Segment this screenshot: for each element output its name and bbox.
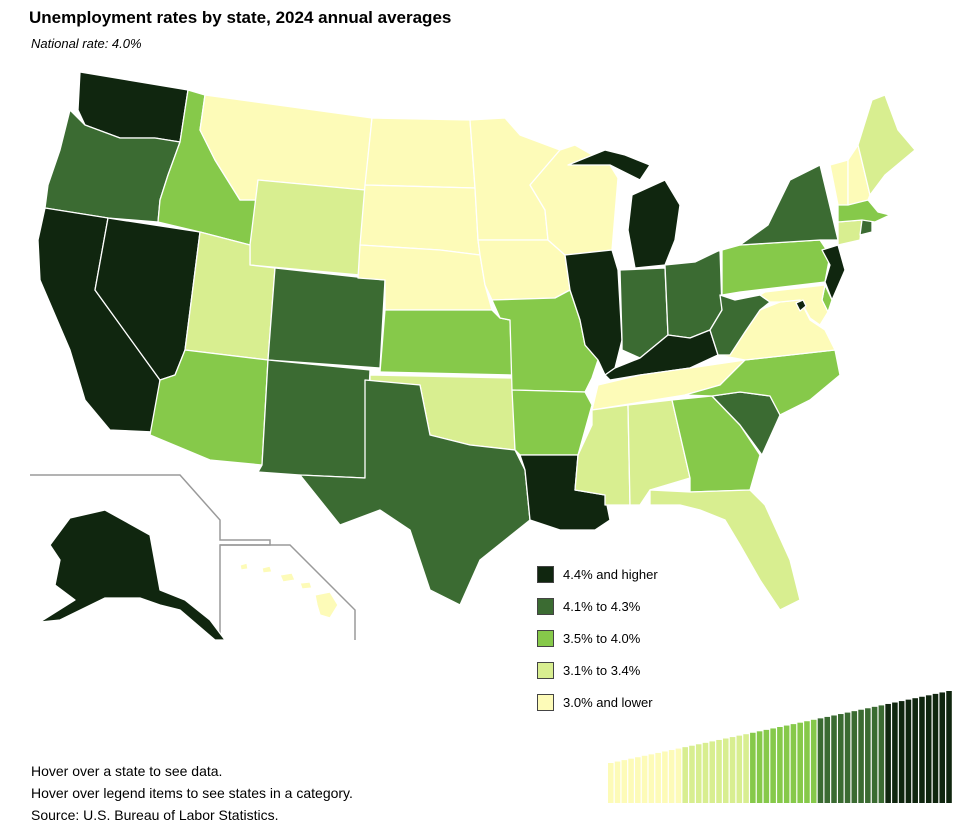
map-subtitle: National rate: 4.0% bbox=[31, 36, 142, 51]
histogram-bar[interactable] bbox=[695, 744, 702, 803]
histogram-bar[interactable] bbox=[682, 747, 688, 803]
histogram-bar[interactable] bbox=[851, 711, 858, 803]
histogram-bar[interactable] bbox=[925, 695, 932, 803]
source-note: Source: U.S. Bureau of Labor Statistics. bbox=[31, 807, 279, 823]
legend-item[interactable]: 3.5% to 4.0% bbox=[537, 622, 658, 654]
histogram-bar[interactable] bbox=[898, 701, 905, 803]
state-mo[interactable] bbox=[491, 289, 599, 393]
histogram-bar[interactable] bbox=[865, 708, 871, 803]
state-md[interactable] bbox=[759, 284, 829, 326]
state-dc[interactable] bbox=[795, 299, 807, 312]
histogram-bar[interactable] bbox=[790, 724, 797, 803]
us-states-map bbox=[30, 71, 916, 641]
state-ny[interactable] bbox=[739, 164, 839, 246]
histogram-bar[interactable] bbox=[641, 755, 648, 803]
legend-swatch bbox=[537, 661, 554, 679]
histogram-bar[interactable] bbox=[675, 748, 682, 803]
histogram-bar[interactable] bbox=[871, 706, 878, 803]
state-nd[interactable] bbox=[364, 117, 476, 189]
state-nc[interactable] bbox=[684, 349, 841, 416]
histogram-bar[interactable] bbox=[750, 732, 756, 803]
legend-swatch bbox=[537, 597, 554, 615]
state-tx[interactable] bbox=[299, 379, 531, 606]
histogram-bar[interactable] bbox=[797, 722, 803, 803]
histogram-bar[interactable] bbox=[817, 718, 824, 803]
histogram-bar[interactable] bbox=[946, 691, 952, 803]
histogram-bar[interactable] bbox=[736, 735, 743, 803]
histogram-bar[interactable] bbox=[905, 699, 912, 803]
histogram-bar[interactable] bbox=[635, 757, 641, 803]
state-me[interactable] bbox=[857, 94, 916, 196]
map-legend: 4.4% and higher 4.1% to 4.3% 3.5% to 4.0… bbox=[537, 558, 658, 718]
histogram-bar[interactable] bbox=[689, 745, 695, 803]
legend-item[interactable]: 4.4% and higher bbox=[537, 558, 658, 590]
state-nm[interactable] bbox=[257, 359, 371, 479]
histogram-bar[interactable] bbox=[621, 760, 628, 803]
state-ak[interactable] bbox=[39, 509, 226, 641]
legend-label: 3.1% to 3.4% bbox=[563, 662, 641, 678]
state-ar[interactable] bbox=[511, 389, 593, 456]
legend-label: 3.0% and lower bbox=[563, 694, 653, 710]
histogram-bar[interactable] bbox=[919, 696, 925, 803]
hover-state-note: Hover over a state to see data. bbox=[31, 763, 223, 779]
histogram-bar[interactable] bbox=[932, 693, 939, 803]
histogram-bar[interactable] bbox=[804, 721, 810, 803]
legend-label: 3.5% to 4.0% bbox=[563, 630, 641, 646]
histogram-bar[interactable] bbox=[648, 754, 655, 803]
footnotes: Hover over a state to see data. Hover ov… bbox=[31, 760, 353, 826]
legend-item[interactable]: 3.1% to 3.4% bbox=[537, 654, 658, 686]
state-ia[interactable] bbox=[477, 239, 571, 301]
state-co[interactable] bbox=[267, 267, 386, 369]
histogram-bar[interactable] bbox=[885, 703, 891, 803]
histogram-bar[interactable] bbox=[628, 758, 634, 803]
histogram-bar[interactable] bbox=[709, 741, 716, 803]
legend-swatch bbox=[537, 565, 554, 583]
legend-item[interactable]: 4.1% to 4.3% bbox=[537, 590, 658, 622]
histogram-bar[interactable] bbox=[878, 705, 885, 803]
histogram-bar[interactable] bbox=[716, 739, 722, 803]
state-vt[interactable] bbox=[829, 159, 849, 206]
histogram-bar[interactable] bbox=[838, 714, 844, 803]
state-sd[interactable] bbox=[359, 184, 481, 256]
histogram-bar[interactable] bbox=[662, 751, 668, 803]
histogram-bar[interactable] bbox=[770, 728, 776, 803]
histogram-bar[interactable] bbox=[810, 719, 817, 803]
histogram-bar[interactable] bbox=[777, 727, 783, 803]
histogram-bar[interactable] bbox=[723, 738, 729, 803]
histogram-bar[interactable] bbox=[912, 698, 918, 803]
histogram-bar[interactable] bbox=[844, 712, 851, 803]
hover-legend-note: Hover over legend items to see states in… bbox=[31, 785, 353, 801]
state-nh[interactable] bbox=[847, 144, 871, 206]
histogram-bar[interactable] bbox=[892, 702, 898, 803]
state-mi[interactable] bbox=[567, 149, 681, 269]
legend-swatch bbox=[537, 693, 554, 711]
legend-label: 4.1% to 4.3% bbox=[563, 598, 641, 614]
histogram-bar[interactable] bbox=[743, 734, 749, 803]
histogram-bar[interactable] bbox=[729, 737, 736, 803]
histogram-bar[interactable] bbox=[614, 761, 621, 803]
legend-swatch bbox=[537, 629, 554, 647]
histogram-bar[interactable] bbox=[831, 715, 837, 803]
legend-item[interactable]: 3.0% and lower bbox=[537, 686, 658, 718]
state-ma[interactable] bbox=[837, 199, 891, 223]
histogram-bar[interactable] bbox=[763, 729, 770, 803]
histogram-bar[interactable] bbox=[702, 742, 709, 803]
histogram-bar[interactable] bbox=[756, 731, 763, 803]
state-ct[interactable] bbox=[837, 219, 863, 246]
histogram-bar[interactable] bbox=[655, 752, 661, 803]
histogram-bar[interactable] bbox=[824, 716, 831, 803]
state-ks[interactable] bbox=[379, 309, 513, 376]
state-fl[interactable] bbox=[649, 489, 801, 611]
histogram-bar[interactable] bbox=[608, 763, 614, 803]
map-title: Unemployment rates by state, 2024 annual… bbox=[29, 8, 452, 27]
state-hi[interactable] bbox=[239, 562, 339, 619]
inset-frame bbox=[220, 544, 356, 640]
histogram-bar[interactable] bbox=[939, 692, 946, 803]
histogram-bar[interactable] bbox=[783, 725, 790, 803]
histogram-bar[interactable] bbox=[858, 709, 864, 803]
legend-label: 4.4% and higher bbox=[563, 566, 658, 582]
state-wy[interactable] bbox=[249, 179, 366, 276]
histogram-bar[interactable] bbox=[668, 750, 675, 803]
distribution-histogram bbox=[608, 691, 952, 803]
